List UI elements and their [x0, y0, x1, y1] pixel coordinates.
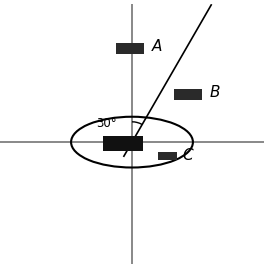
Text: A: A [152, 39, 163, 54]
Bar [174, 89, 201, 100]
Bar [158, 152, 177, 161]
Bar [116, 43, 144, 54]
Text: C: C [183, 148, 194, 163]
Bar [102, 136, 143, 151]
Text: 30°: 30° [96, 117, 117, 130]
Text: B: B [210, 85, 220, 100]
